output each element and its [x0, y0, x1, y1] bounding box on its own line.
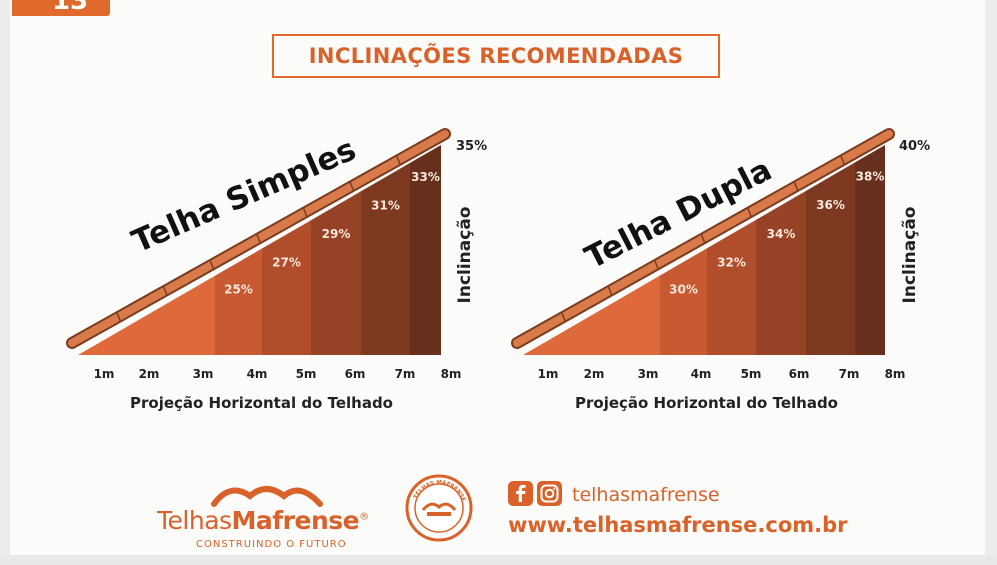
segment-label: 34%: [767, 227, 796, 241]
x-tick-label: 7m: [395, 367, 416, 381]
inclination-band: [361, 162, 410, 355]
tile-joint: [746, 207, 753, 218]
page-title: INCLINAÇÕES RECOMENDADAS: [308, 44, 684, 68]
tile-joint: [653, 259, 660, 270]
inclination-band: [78, 275, 215, 355]
chart-telha-dupla: 30%32%34%36%38%Telha Dupla40%Inclinação1…: [511, 128, 930, 381]
segment-label: 29%: [322, 227, 351, 241]
max-inclination-label: 40%: [899, 139, 930, 154]
x-tick-label: 8m: [441, 367, 462, 381]
tile-joint: [700, 233, 706, 244]
horizontal-axis-title: Projeção Horizontal do Telhado: [130, 394, 393, 412]
brand-name-part1: Telhas: [157, 506, 232, 535]
tile-joint: [302, 207, 308, 218]
max-inclination-label: 35%: [456, 139, 487, 154]
tile-joint: [162, 285, 168, 297]
tile-joint: [349, 180, 355, 192]
inclination-band: [410, 145, 441, 355]
tile-joint: [255, 233, 262, 244]
tile-joint: [839, 154, 846, 166]
x-tick-label: 5m: [741, 367, 762, 381]
roof-logo-icon: [211, 486, 323, 507]
inclination-band: [707, 219, 756, 355]
inclination-band: [262, 220, 311, 355]
tile-joint: [793, 180, 799, 192]
segment-label: 25%: [224, 283, 253, 297]
inclination-band: [660, 248, 707, 355]
corner-badge-number: 13: [52, 0, 89, 16]
segment-label: 32%: [717, 255, 746, 269]
x-tick-label: 2m: [139, 367, 160, 381]
chart-telha-simples: 25%27%29%31%33%Telha Simples 35%Inclinaçã…: [66, 128, 487, 381]
horizontal-axis-title: Projeção Horizontal do Telhado: [575, 394, 838, 412]
x-tick-label: 6m: [789, 367, 810, 381]
social-handle[interactable]: telhasmafrense: [572, 484, 720, 506]
x-tick-label: 6m: [345, 367, 366, 381]
inclination-band: [756, 190, 806, 355]
x-tick-label: 4m: [691, 367, 712, 381]
x-tick-label: 1m: [94, 367, 115, 381]
registered-mark: ®: [359, 511, 369, 523]
segment-label: 38%: [856, 169, 885, 183]
tile-joint: [115, 311, 122, 323]
seal-icon: TELHAS MAFRENSE: [405, 474, 473, 542]
inclination-band: [523, 275, 660, 355]
tile-joint: [607, 285, 613, 297]
inclination-band: [806, 162, 855, 355]
x-tick-label: 2m: [584, 367, 605, 381]
x-tick-label: 8m: [885, 367, 906, 381]
x-tick-label: 5m: [296, 367, 317, 381]
segment-label: 36%: [816, 198, 845, 212]
tile-joint: [209, 259, 215, 270]
x-tick-label: 3m: [193, 367, 214, 381]
bottom-frame: [0, 555, 997, 565]
x-tick-label: 3m: [638, 367, 659, 381]
instagram-icon[interactable]: [537, 481, 562, 506]
segment-label: 27%: [272, 256, 301, 270]
inclination-band: [855, 145, 885, 355]
right-frame: [985, 0, 997, 565]
inclination-charts: 25%27%29%31%33%Telha Simples 35%Inclinaçã…: [66, 128, 930, 381]
brand-logo: TelhasMafrense®: [157, 506, 369, 535]
segment-label: 30%: [669, 283, 698, 297]
segment-label: 33%: [411, 170, 440, 184]
corner-badge: 13: [12, 0, 110, 16]
tile-joint: [395, 154, 402, 166]
segment-label: 31%: [371, 198, 400, 212]
brand-name-part2: Mafrense: [231, 506, 360, 535]
left-frame: [0, 0, 10, 565]
x-tick-label: 7m: [839, 367, 860, 381]
inclination-band: [311, 191, 361, 355]
social-icons: [508, 481, 562, 506]
x-tick-label: 1m: [538, 367, 559, 381]
brand-tagline: CONSTRUINDO O FUTURO: [196, 539, 347, 550]
inclination-band: [215, 248, 262, 355]
facebook-icon[interactable]: [508, 481, 533, 506]
vertical-axis-title: Inclinação: [900, 207, 920, 304]
x-tick-label: 4m: [247, 367, 268, 381]
vertical-axis-title: Inclinação: [455, 207, 475, 304]
tile-joint: [560, 311, 567, 323]
title-box: INCLINAÇÕES RECOMENDADAS: [272, 34, 720, 78]
website-link[interactable]: www.telhasmafrense.com.br: [508, 513, 848, 537]
